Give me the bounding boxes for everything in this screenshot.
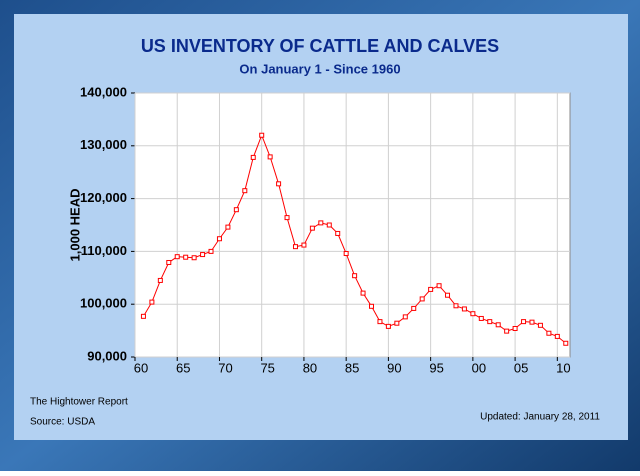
plot-area: [134, 92, 571, 358]
data-point: [360, 290, 366, 296]
x-tick-label: 00: [472, 360, 486, 375]
data-point: [301, 242, 307, 248]
x-tick-label: 90: [387, 360, 401, 375]
data-point: [233, 207, 239, 213]
x-tick-label: 75: [260, 360, 274, 375]
data-point: [276, 181, 282, 187]
x-tick-label: 95: [429, 360, 443, 375]
footer-report: The Hightower Report: [30, 397, 128, 408]
data-point: [512, 325, 518, 331]
y-axis-label: 1,000 HEAD: [67, 189, 82, 262]
data-point: [419, 296, 425, 302]
data-point: [436, 283, 442, 289]
x-tick-label: 65: [176, 360, 190, 375]
data-point: [504, 328, 510, 334]
chart-title: US INVENTORY OF CATTLE AND CALVES: [141, 36, 499, 56]
y-tick-label: 130,000: [80, 137, 127, 152]
x-tick-label: 85: [345, 360, 359, 375]
data-point: [267, 154, 273, 160]
data-point: [445, 292, 451, 298]
data-point: [149, 299, 155, 305]
data-point: [453, 303, 459, 309]
x-tick-label: 10: [556, 360, 570, 375]
data-point: [394, 320, 400, 326]
data-point: [377, 319, 383, 325]
data-point: [183, 254, 189, 260]
data-point: [318, 220, 324, 226]
data-point: [292, 244, 298, 250]
chart-subtitle: On January 1 - Since 1960: [239, 61, 400, 76]
x-tick-label: 80: [303, 360, 317, 375]
data-point: [554, 333, 560, 339]
footer-updated: Updated: January 28, 2011: [480, 412, 600, 423]
data-point: [242, 188, 248, 194]
data-point: [343, 251, 349, 257]
x-tick-label: 60: [134, 360, 148, 375]
data-point: [225, 224, 231, 230]
data-point: [478, 315, 484, 321]
y-tick-label: 120,000: [80, 190, 127, 205]
data-point: [259, 132, 265, 138]
data-point: [521, 319, 527, 325]
y-tick-label: 140,000: [80, 84, 127, 99]
data-point: [470, 311, 476, 317]
data-point: [284, 215, 290, 221]
data-point: [208, 248, 214, 254]
data-point: [174, 254, 180, 260]
data-point: [309, 225, 315, 231]
data-point: [369, 303, 375, 309]
data-point: [411, 305, 417, 311]
footer-source: Source: USDA: [30, 417, 95, 428]
data-point: [216, 236, 222, 242]
data-point: [461, 306, 467, 312]
data-point: [495, 322, 501, 328]
data-point: [335, 230, 341, 236]
data-point: [250, 154, 256, 160]
x-tick-label: 05: [514, 360, 528, 375]
y-tick-label: 110,000: [81, 243, 127, 258]
data-point: [326, 222, 332, 228]
data-point: [157, 277, 163, 283]
data-point: [352, 273, 358, 279]
y-tick-label: 90,000: [87, 348, 127, 363]
data-point: [191, 255, 197, 261]
data-point: [537, 322, 543, 328]
data-point: [200, 252, 206, 258]
data-point: [402, 314, 408, 320]
data-point: [529, 319, 535, 325]
data-point: [563, 340, 569, 346]
y-tick-label: 100,000: [80, 296, 127, 311]
data-point: [428, 286, 434, 292]
data-point: [385, 323, 391, 329]
data-point: [166, 259, 172, 265]
data-point: [140, 313, 146, 319]
data-point: [487, 319, 493, 325]
data-point: [546, 330, 552, 336]
x-tick-label: 70: [218, 360, 232, 375]
